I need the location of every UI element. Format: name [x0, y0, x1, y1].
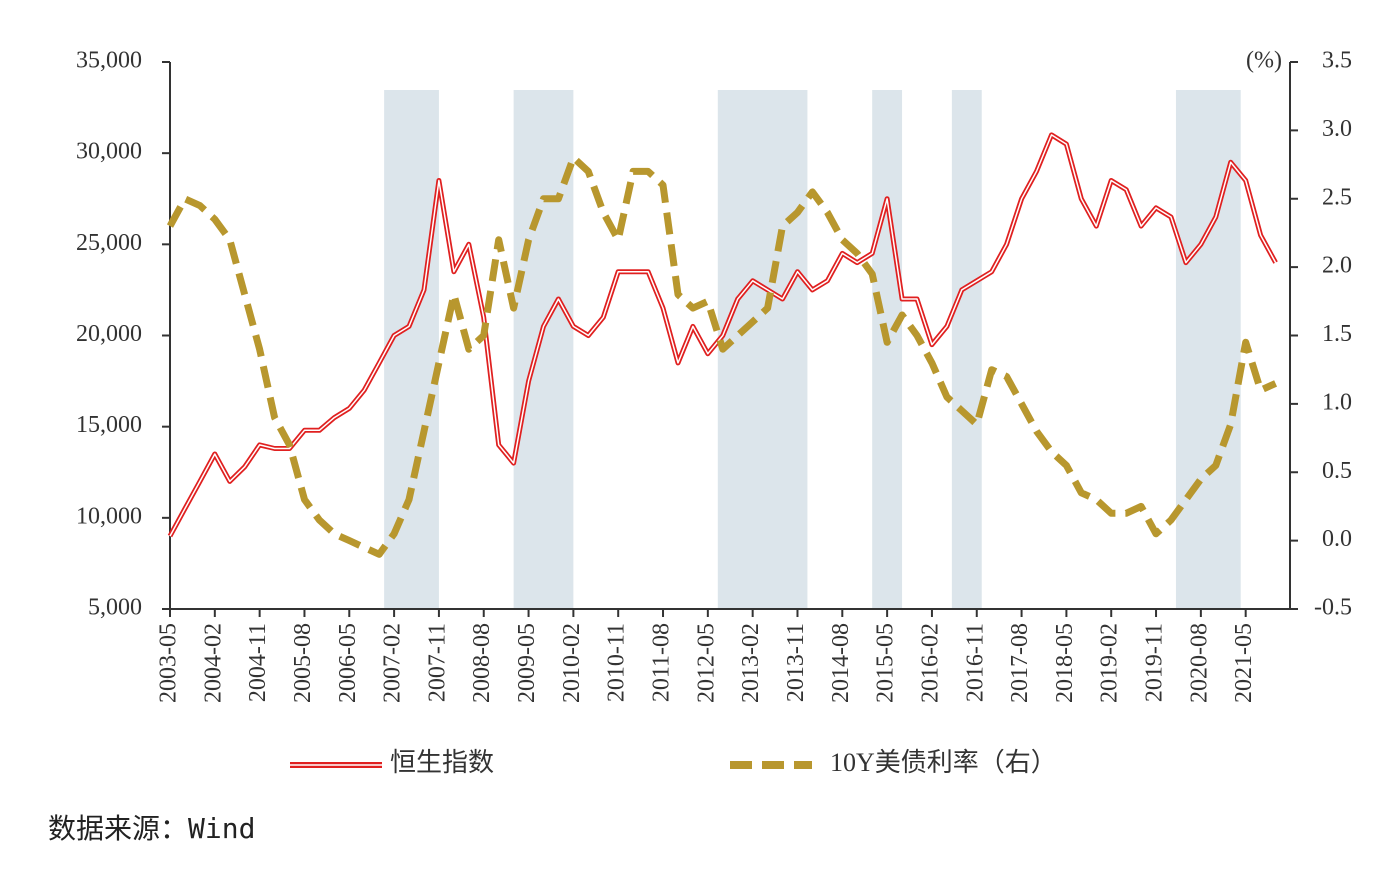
x-tick-label: 2010-11 — [604, 623, 630, 702]
x-tick-label: 2008-08 — [469, 623, 495, 703]
source: 数据来源：Wind — [48, 812, 255, 845]
x-tick-label: 2006-05 — [335, 623, 361, 703]
shaded-period — [951, 90, 982, 609]
x-tick-label: 2013-02 — [738, 623, 764, 703]
shaded-period — [717, 90, 808, 609]
x-tick-label: 2018-05 — [1052, 623, 1078, 703]
x-tick-label: 2007-11 — [424, 623, 450, 702]
y-tick-label: 5,000 — [88, 595, 142, 621]
y-tick-label: 15,000 — [76, 412, 142, 438]
x-tick-label: 2012-05 — [693, 623, 719, 703]
shaded-period — [872, 90, 903, 609]
x-tick-label: 2020-08 — [1186, 623, 1212, 703]
y-tick-label: 25,000 — [76, 230, 142, 256]
x-tick-label: 2016-02 — [917, 623, 943, 703]
x-tick-label: 2011-08 — [649, 623, 675, 702]
x-tick-label: 2019-02 — [1097, 623, 1123, 703]
legend-label: 恒生指数 — [390, 748, 494, 777]
series-0 — [167, 132, 1278, 538]
y2-tick-label: 2.5 — [1322, 184, 1352, 210]
shaded-period — [1175, 90, 1241, 609]
shaded-period — [384, 90, 439, 609]
x-tick-label: 2003-05 — [156, 623, 182, 703]
x-tick-label: 2015-05 — [873, 623, 899, 703]
y2-tick-label: 3.0 — [1322, 116, 1352, 142]
x-tick-label: 2004-02 — [200, 623, 226, 703]
x-tick-label: 2016-11 — [962, 623, 988, 702]
y-tick-label: 10,000 — [76, 503, 142, 529]
x-tick-label: 2019-11 — [1142, 623, 1168, 702]
x-tick-label: 2010-02 — [559, 623, 585, 703]
y-tick-label: 30,000 — [76, 139, 142, 165]
x-tick-label: 2005-08 — [290, 623, 316, 703]
y2-tick-label: 2.0 — [1322, 253, 1352, 279]
shaded-period — [513, 90, 574, 609]
x-tick-label: 2007-02 — [380, 623, 406, 703]
y2-tick-label: -0.5 — [1314, 595, 1352, 621]
y2-tick-label: 3.5 — [1322, 48, 1352, 74]
x-tick-label: 2009-05 — [514, 623, 540, 703]
y2-tick-label: 1.5 — [1322, 321, 1352, 347]
x-tick-label: 2004-11 — [245, 623, 271, 702]
y2-tick-label: 0.5 — [1322, 458, 1352, 484]
x-tick-label: 2017-08 — [1007, 623, 1033, 703]
y-tick-label: 20,000 — [76, 321, 142, 347]
legend-label: 10Y美债利率（右） — [830, 748, 1057, 777]
y2-unit: (%) — [1246, 48, 1282, 74]
index-line-core — [169, 134, 1277, 537]
series-1 — [166, 154, 1278, 558]
y-tick-label: 35,000 — [76, 48, 142, 74]
x-tick-label: 2021-05 — [1231, 623, 1257, 703]
x-tick-label: 2013-11 — [783, 623, 809, 702]
y2-tick-label: 0.0 — [1322, 526, 1352, 552]
x-tick-label: 2014-08 — [828, 623, 854, 703]
yield-line — [166, 154, 1278, 558]
y2-tick-label: 1.0 — [1322, 389, 1352, 415]
